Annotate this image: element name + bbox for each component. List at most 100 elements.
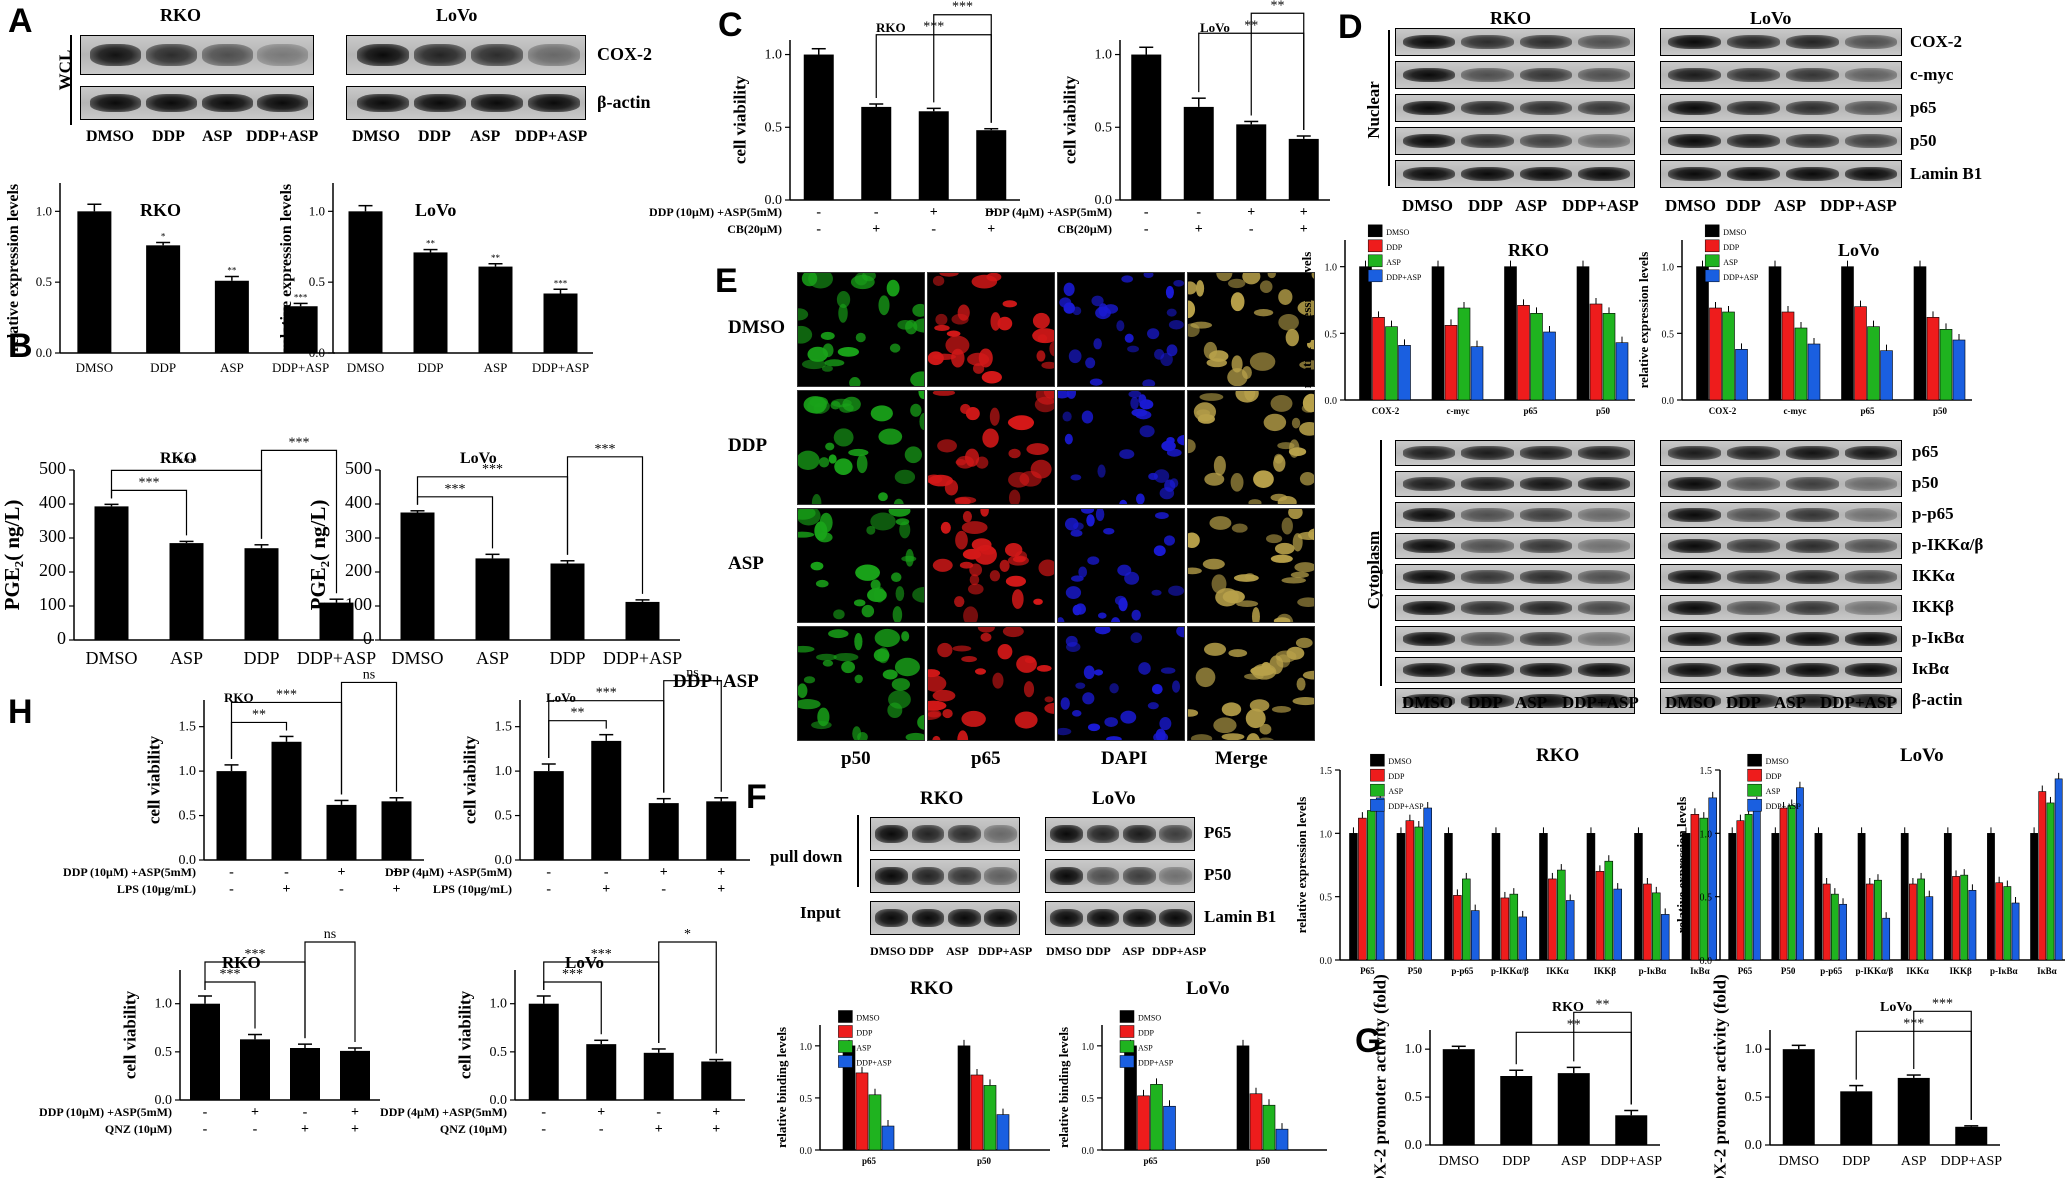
d-cyto-row-label: p-IKKα/β: [1912, 535, 1984, 554]
e-cell: [1227, 278, 1246, 289]
bar-DDP: [1952, 876, 1960, 961]
band: [1086, 867, 1120, 885]
bar: [169, 543, 204, 640]
band: [1844, 477, 1898, 491]
band: [1727, 100, 1780, 116]
d-lane-label: DDP: [1726, 196, 1761, 215]
band: [1727, 539, 1780, 553]
d-nuc-rko-blot: [1395, 127, 1635, 155]
e-cell: [815, 579, 829, 588]
e-cell: [928, 669, 941, 678]
x-tick-label: DDP: [150, 360, 176, 375]
bar: [77, 211, 112, 353]
e-cell: [989, 570, 1001, 582]
legend-label: DDP: [1766, 772, 1783, 781]
bar-DDP: [1137, 1095, 1150, 1151]
band: [875, 825, 908, 843]
d-nuc-row-label: c-myc: [1910, 65, 1954, 84]
band: [1519, 34, 1573, 50]
band: [1844, 166, 1898, 182]
treat-mark: -: [541, 1122, 546, 1137]
e-cell: [1270, 554, 1293, 563]
e-cell: [857, 731, 868, 740]
panel-label-f: F: [746, 778, 767, 816]
e-cell: [1159, 717, 1172, 731]
chart-svg: 0.0 0.5 1.0 cell viability - - - + + - + + DDP (10μM…: [649, 0, 1020, 237]
e-cell: [928, 474, 943, 484]
legend-label: DDP: [1138, 1029, 1155, 1038]
legend-swatch: [1367, 269, 1383, 283]
legend-swatch: [838, 1040, 853, 1053]
band: [1461, 67, 1514, 83]
band: [1844, 601, 1898, 615]
e-cell: [1166, 448, 1182, 457]
bar-DDP+ASP: [1398, 345, 1411, 401]
e-cell: [1292, 533, 1303, 552]
e-cell: [1111, 617, 1121, 622]
x-tick-label: IKKα: [1546, 966, 1569, 976]
bar-DMSO: [1539, 833, 1548, 961]
x-tick-label: COX-2: [1372, 406, 1400, 416]
e-cell: [1274, 542, 1295, 555]
treat-mark: -: [931, 222, 936, 237]
e-cell: [1277, 442, 1295, 450]
y-tick-label: 0.0: [490, 1093, 508, 1108]
treat-mark: +: [930, 205, 938, 220]
y-tick-label: 0.5: [1095, 120, 1113, 135]
bar-DDP: [1517, 305, 1530, 401]
d-nuc-rko-blot: [1395, 61, 1635, 89]
e-cell: [1165, 285, 1174, 299]
bar: [528, 1003, 559, 1100]
treat-label: QNZ (10μM): [440, 1122, 507, 1136]
e-cell: [1159, 487, 1175, 500]
e-cell: [810, 561, 824, 571]
y-tick-label: 0.0: [1700, 956, 1713, 967]
bar-DDP: [1709, 307, 1722, 401]
e-cell: [1203, 642, 1227, 656]
bar-DDP: [1500, 897, 1510, 961]
e-row-label: ASP: [728, 553, 764, 574]
bar-DDP+ASP: [1375, 797, 1385, 961]
bar-DDP: [1249, 1093, 1263, 1151]
bar-ASP: [1509, 893, 1519, 961]
e-cells: [798, 391, 924, 504]
band: [1844, 508, 1898, 522]
e-cell: [798, 699, 821, 710]
bar-DDP+ASP: [996, 1114, 1010, 1151]
bracket-label: ns: [324, 927, 336, 942]
e-tile-merge: [1187, 508, 1315, 623]
band: [1668, 67, 1721, 83]
e-cell: [820, 331, 835, 340]
band: [1159, 867, 1192, 885]
e-cell: [870, 405, 893, 422]
f-lane-label: ASP: [946, 944, 969, 958]
e-cell: [1008, 471, 1030, 488]
d-nuc-rko-blot: [1395, 160, 1635, 188]
bar-DDP+ASP: [1807, 343, 1821, 401]
legend-label: ASP: [1766, 787, 1781, 796]
band: [875, 867, 908, 885]
e-cell: [861, 604, 875, 618]
y-axis-label: relative binding levels: [1056, 1027, 1071, 1148]
y-tick-label: 300: [39, 526, 66, 546]
d-nuc-lovo-blot: [1660, 127, 1902, 155]
e-cell: [1143, 273, 1154, 279]
e-cell: [1188, 439, 1196, 454]
e-cell: [891, 572, 902, 583]
d-lane-label: DDP+ASP: [1820, 693, 1897, 712]
d-lane-label: ASP: [1774, 693, 1807, 712]
e-cell: [1086, 514, 1095, 527]
e-cell: [1095, 509, 1105, 522]
e-cell: [901, 555, 917, 562]
d-cyto-rko-blot: [1395, 657, 1635, 683]
e-cell: [954, 596, 965, 608]
f-lane-label: DDP+ASP: [1152, 944, 1207, 958]
bar: [1955, 1126, 1988, 1145]
e-cell: [886, 279, 900, 297]
band: [1461, 539, 1514, 553]
y-axis-label: PGE₂( ng/L): [0, 500, 24, 611]
y-tick-label: 0.5: [1325, 329, 1338, 340]
x-tick-label: DMSO: [1439, 1154, 1479, 1169]
sig-label: **: [227, 266, 237, 276]
bar-DDP: [1779, 807, 1788, 961]
